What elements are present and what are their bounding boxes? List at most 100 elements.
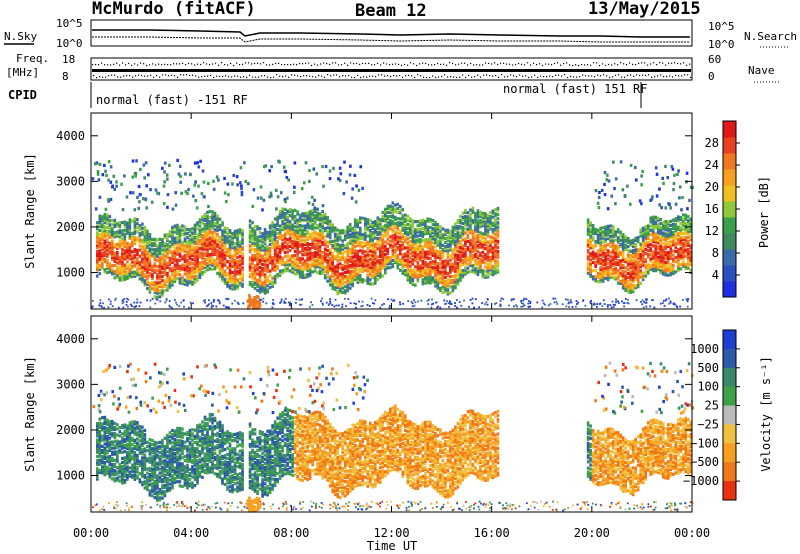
echo-cell: [348, 235, 352, 239]
echo-cell: [394, 234, 397, 238]
echo-cell: [258, 247, 262, 251]
echo-cell: [631, 287, 635, 292]
echo-cell: [626, 238, 630, 243]
echo-cell: [684, 236, 688, 240]
echo-cell: [596, 232, 600, 237]
echo-cell: [96, 260, 99, 264]
echo-cell: [331, 256, 334, 260]
echo-cell: [293, 235, 297, 239]
echo-cell: [228, 228, 232, 233]
echo-cell: [336, 275, 340, 279]
echo-cell: [256, 225, 259, 229]
echo-cell: [481, 234, 485, 238]
echo-cell: [649, 224, 653, 228]
echo-cell: [323, 270, 327, 274]
echo-cell: [238, 228, 242, 232]
echo-cell: [616, 271, 620, 275]
echo-cell: [474, 254, 477, 259]
nave-point: [468, 74, 470, 77]
echo-cell: [193, 260, 197, 264]
echo-cell: [674, 219, 678, 223]
echo-cell: [308, 273, 312, 277]
echo-cell: [416, 273, 420, 277]
echo-cell: [631, 261, 635, 265]
echo-cell: [211, 253, 214, 257]
echo-cell: [421, 222, 425, 226]
echo-cell: [201, 235, 204, 240]
echo-cell: [489, 247, 492, 251]
echo-cell: [491, 229, 495, 234]
echo-cell: [411, 260, 415, 264]
echo-cell: [298, 271, 302, 275]
echo-cell: [391, 223, 395, 228]
echo-cell: [111, 257, 114, 262]
echo-cell: [666, 226, 670, 230]
echo-cell: [263, 248, 267, 252]
echo-cell: [116, 261, 119, 265]
echo-cell: [371, 245, 375, 249]
echo-cell: [303, 259, 307, 263]
echo-cell: [439, 241, 442, 245]
echo-cell: [624, 270, 627, 274]
nave-point: [486, 74, 488, 76]
echo-cell: [131, 235, 134, 240]
echo-cell: [661, 241, 665, 245]
echo-cell: [123, 255, 127, 259]
echo-cell: [351, 261, 355, 265]
echo-cell: [664, 269, 668, 273]
echo-cell: [424, 221, 427, 226]
echo-cell: [136, 248, 139, 253]
echo-cell: [121, 243, 124, 247]
echo-cell: [103, 268, 107, 272]
echo-cell: [178, 234, 182, 238]
echo-cell: [191, 245, 194, 249]
echo-cell: [659, 262, 663, 267]
echo-cell: [261, 254, 264, 258]
echo-cell: [606, 232, 610, 237]
echo-cell: [451, 268, 455, 272]
echo-cell: [121, 255, 124, 260]
echo-cell: [308, 251, 312, 255]
echo-cell: [296, 261, 299, 265]
echo-cell: [373, 261, 377, 265]
echo-cell: [641, 261, 645, 265]
echo-cell: [328, 234, 332, 238]
echo-cell: [263, 262, 267, 267]
echo-cell: [236, 286, 239, 290]
echo-cell: [101, 223, 104, 227]
nave-point: [318, 74, 320, 77]
echo-cell: [191, 266, 194, 270]
echo-cell: [469, 255, 472, 259]
echo-cell: [278, 249, 282, 253]
echo-cell: [196, 270, 199, 274]
echo-cell: [116, 242, 119, 246]
echo-cell: [689, 256, 693, 260]
echo-cell: [311, 264, 314, 268]
echo-cell: [353, 267, 357, 271]
echo-cell: [679, 240, 683, 244]
echo-cell: [226, 233, 229, 237]
echo-cell: [406, 259, 410, 264]
echo-cell: [281, 209, 284, 213]
echo-cell: [236, 229, 239, 233]
echo-cell: [454, 279, 457, 284]
echo-cell: [356, 268, 360, 272]
echo-cell: [464, 253, 467, 258]
echo-cell: [131, 272, 134, 276]
echo-cell: [316, 260, 319, 265]
echo-cell: [466, 211, 470, 215]
echo-cell: [306, 252, 309, 256]
echo-cell: [126, 270, 129, 274]
echo-cell: [163, 233, 167, 237]
echo-cell: [361, 269, 365, 274]
echo-cell: [193, 242, 197, 246]
echo-cell: [656, 257, 660, 261]
echo-cell: [641, 273, 645, 277]
echo-cell: [361, 257, 365, 261]
nave-point: [186, 74, 188, 76]
echo-cell: [128, 263, 132, 267]
echo-cell: [203, 237, 207, 241]
echo-cell: [676, 260, 680, 264]
echo-cell: [333, 269, 337, 273]
echo-cell: [291, 229, 294, 233]
